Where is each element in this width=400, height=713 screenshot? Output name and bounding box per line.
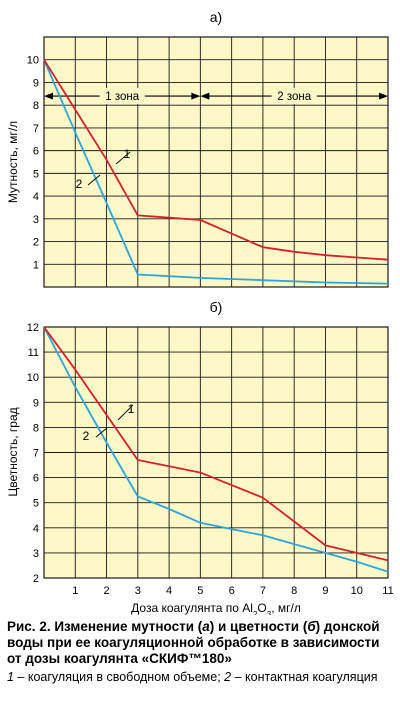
y-tick-label: 4 <box>33 191 39 203</box>
y-tick-label: 12 <box>27 322 39 334</box>
plot-area-0 <box>44 37 388 287</box>
caption-series-1-text: – коагуляция в свободном объеме; <box>13 670 225 684</box>
y-axis-label: Цветность, град <box>6 407 20 496</box>
y-tick-label: 5 <box>33 168 39 180</box>
y-tick-label: 2 <box>33 237 39 249</box>
caption-title: Рис. 2. Изменение мутности (а) и цветнос… <box>7 619 395 667</box>
y-tick-label: 11 <box>28 347 39 359</box>
plot-frame-1 <box>43 326 389 579</box>
series-2-label: 2 <box>76 177 83 191</box>
series-1-line <box>43 326 389 562</box>
x-axis-label: Доза коагулянта по Al2O3, мг/л <box>131 601 301 615</box>
x-tick-label: 9 <box>322 585 328 597</box>
x-tick-label: 6 <box>229 585 235 597</box>
y-tick-label: 9 <box>33 397 39 409</box>
x-tick-label: 4 <box>166 585 172 597</box>
y-tick-label: 10 <box>27 55 39 67</box>
series-2-line <box>43 326 389 573</box>
y-axis-label: Мутность, мг/л <box>6 121 20 203</box>
zone-arrow-head-right <box>379 92 388 100</box>
x-tick-label: 10 <box>351 585 363 597</box>
series-label-leader <box>95 427 108 438</box>
series-1-label: 1 <box>124 147 131 161</box>
y-tick-label: 4 <box>33 523 39 535</box>
plot-frame-0 <box>43 36 389 288</box>
zone-arrow-head-right <box>191 92 201 100</box>
series-2-line <box>43 59 389 285</box>
caption-italic-b: б <box>307 619 316 634</box>
y-tick-label: 1 <box>33 259 39 271</box>
zone-arrow-head-left <box>44 92 53 100</box>
caption-series-2-number: 2 <box>224 670 232 684</box>
y-tick-label: 8 <box>33 100 39 112</box>
caption-italic-a: а <box>202 619 210 634</box>
x-tick-label: 3 <box>135 585 141 597</box>
y-tick-label: 3 <box>33 214 39 226</box>
series-1-line <box>43 59 389 261</box>
zone-label: 2 зона <box>277 91 311 103</box>
caption-series-2-text: – контактная коагуляция <box>231 670 378 684</box>
series-label-leader <box>117 404 134 421</box>
caption-text-3: ) донской воды при ее коагуляционной обр… <box>7 619 380 666</box>
x-tick-label: 1 <box>72 585 78 597</box>
caption-series-1-number: 1 <box>7 670 14 684</box>
zone-label: 1 зона <box>105 91 139 103</box>
y-tick-label: 6 <box>33 473 39 485</box>
series-2-label: 2 <box>83 429 90 443</box>
y-tick-label: 6 <box>33 146 39 158</box>
series-label-leader <box>87 174 101 186</box>
series-label-leader <box>115 151 131 165</box>
caption-legend: 1 – коагуляция в свободном объеме; 2 – к… <box>7 669 395 685</box>
caption-text-1: Рис. 2. Изменение мутности ( <box>7 619 203 634</box>
zone-arrow-head-left <box>200 92 210 100</box>
zone-label-bg <box>271 88 317 105</box>
y-tick-label: 2 <box>33 573 39 585</box>
y-tick-label: 10 <box>27 372 39 384</box>
y-tick-label: 7 <box>33 448 39 460</box>
panel-label: б) <box>210 299 223 315</box>
y-tick-label: 9 <box>33 77 39 89</box>
caption-text-2: ) и цветности ( <box>209 619 308 634</box>
x-tick-label: 8 <box>291 585 297 597</box>
panel-label: а) <box>210 9 222 25</box>
x-tick-label: 5 <box>197 585 203 597</box>
x-tick-label: 2 <box>103 585 109 597</box>
x-tick-label: 11 <box>382 585 393 597</box>
x-tick-label: 7 <box>260 585 266 597</box>
y-tick-label: 7 <box>33 123 39 135</box>
series-1-label: 1 <box>128 402 135 416</box>
figure-caption: Рис. 2. Изменение мутности (а) и цветнос… <box>7 619 395 685</box>
y-tick-label: 8 <box>33 422 39 434</box>
zone-label-bg <box>99 88 145 105</box>
y-tick-label: 5 <box>33 498 39 510</box>
y-tick-label: 3 <box>33 548 39 560</box>
